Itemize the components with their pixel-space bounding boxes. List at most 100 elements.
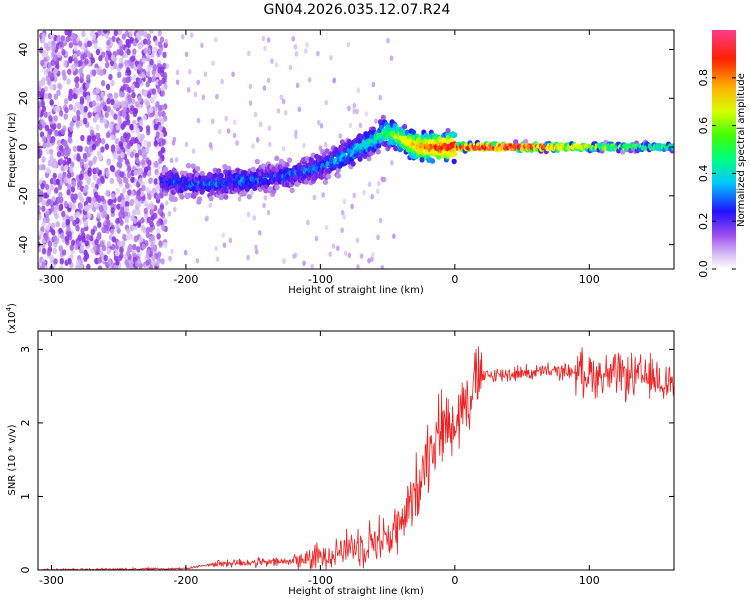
heatmap-cell: [312, 194, 317, 201]
heatmap-cell: [69, 244, 74, 251]
heatmap-cell: [41, 199, 46, 206]
heatmap-cell: [97, 221, 102, 228]
heatmap-cell: [143, 166, 149, 174]
heatmap-cell: [104, 32, 109, 39]
heatmap-cell: [124, 30, 130, 37]
heatmap-cell: [105, 83, 111, 91]
heatmap-cell: [125, 250, 131, 257]
heatmap-cell: [141, 148, 146, 155]
heatmap-cell: [82, 117, 88, 125]
heatmap-cell: [90, 57, 96, 64]
heatmap-cell: [293, 44, 298, 50]
heatmap-cell: [251, 143, 255, 149]
heatmap-cell: [160, 224, 166, 232]
heatmap-cell: [102, 203, 108, 210]
heatmap-cell: [250, 189, 254, 196]
heatmap-cell: [136, 34, 142, 41]
heatmap-cell: [120, 123, 126, 130]
heatmap-cell: [237, 196, 242, 202]
heatmap-cell: [113, 62, 118, 70]
heatmap-cell: [40, 87, 45, 95]
heatmap-cell: [64, 106, 69, 114]
heatmap-cell: [392, 233, 396, 239]
x-tick-label: -100: [308, 574, 333, 587]
heatmap-cell: [38, 101, 42, 108]
heatmap-cell: [139, 190, 145, 197]
heatmap-cell: [44, 92, 49, 100]
heatmap-cell: [195, 257, 200, 264]
colorbar-tick-label: 0.4: [697, 165, 710, 183]
heatmap-cell: [82, 53, 87, 60]
heatmap-cell: [336, 245, 340, 252]
heatmap-cell: [124, 216, 129, 223]
heatmap-cell: [342, 198, 347, 205]
snr-frame: [37, 330, 675, 571]
heatmap-cell: [170, 248, 174, 255]
heatmap-cell: [126, 227, 131, 235]
heatmap-cell: [159, 118, 165, 125]
heatmap-cell: [148, 177, 153, 185]
heatmap-cell: [232, 132, 237, 139]
heatmap-cell: [146, 38, 151, 46]
heatmap-cell: [41, 77, 46, 84]
heatmap-cell: [100, 195, 105, 202]
heatmap-cell: [131, 55, 136, 62]
heatmap-cell: [115, 223, 120, 230]
heatmap-cell: [46, 188, 52, 196]
heatmap-cell: [38, 246, 42, 253]
heatmap-cell: [79, 158, 84, 166]
heatmap-cell: [45, 216, 50, 224]
heatmap-cell: [324, 99, 329, 106]
heatmap-cell: [80, 134, 85, 142]
heatmap-cell: [74, 101, 80, 108]
heatmap-cell: [98, 104, 103, 111]
heatmap-cell: [143, 139, 148, 147]
heatmap-cell: [58, 227, 63, 235]
heatmap-cell: [246, 254, 250, 261]
heatmap-cell: [130, 83, 135, 91]
heatmap-cell: [163, 166, 169, 173]
heatmap-cell: [74, 82, 80, 89]
heatmap-cell: [93, 191, 99, 198]
heatmap-cell: [137, 43, 143, 50]
heatmap-cell: [54, 204, 60, 211]
heatmap-cell: [184, 51, 189, 58]
heatmap-cell: [149, 58, 154, 66]
heatmap-cell: [184, 141, 189, 148]
heatmap-cell: [220, 78, 224, 85]
heatmap-cell: [208, 195, 214, 202]
heatmap-cell: [159, 36, 165, 43]
heatmap-cell: [154, 39, 160, 47]
heatmap-cell: [38, 90, 42, 98]
heatmap-cell: [76, 180, 82, 188]
heatmap-cell: [156, 233, 161, 240]
heatmap-cell: [145, 100, 150, 107]
heatmap-cell: [53, 93, 59, 100]
heatmap-cell: [125, 194, 130, 202]
heatmap-cell: [133, 169, 138, 176]
heatmap-cell: [82, 186, 88, 194]
heatmap-cell: [125, 119, 131, 126]
heatmap-cell: [140, 133, 145, 140]
heatmap-cell: [40, 265, 45, 269]
heatmap-cell: [59, 157, 64, 165]
heatmap-cell: [329, 54, 333, 61]
heatmap-cell: [136, 144, 141, 151]
heatmap-cell: [154, 161, 159, 168]
heatmap-cell: [150, 203, 155, 210]
heatmap-cell: [145, 226, 150, 234]
heatmap-cell: [77, 40, 83, 47]
heatmap-cell: [359, 253, 364, 259]
heatmap-cell: [254, 248, 259, 255]
heatmap-cell: [282, 258, 286, 264]
heatmap-cell: [103, 254, 108, 262]
heatmap-cell: [116, 203, 121, 210]
heatmap-cell: [324, 224, 329, 231]
heatmap-cell: [380, 114, 386, 121]
heatmap-cell: [346, 41, 351, 48]
heatmap-cell: [47, 240, 53, 248]
heatmap-cell: [60, 165, 65, 172]
heatmap-cell: [261, 35, 266, 42]
heatmap-cell: [63, 200, 68, 207]
